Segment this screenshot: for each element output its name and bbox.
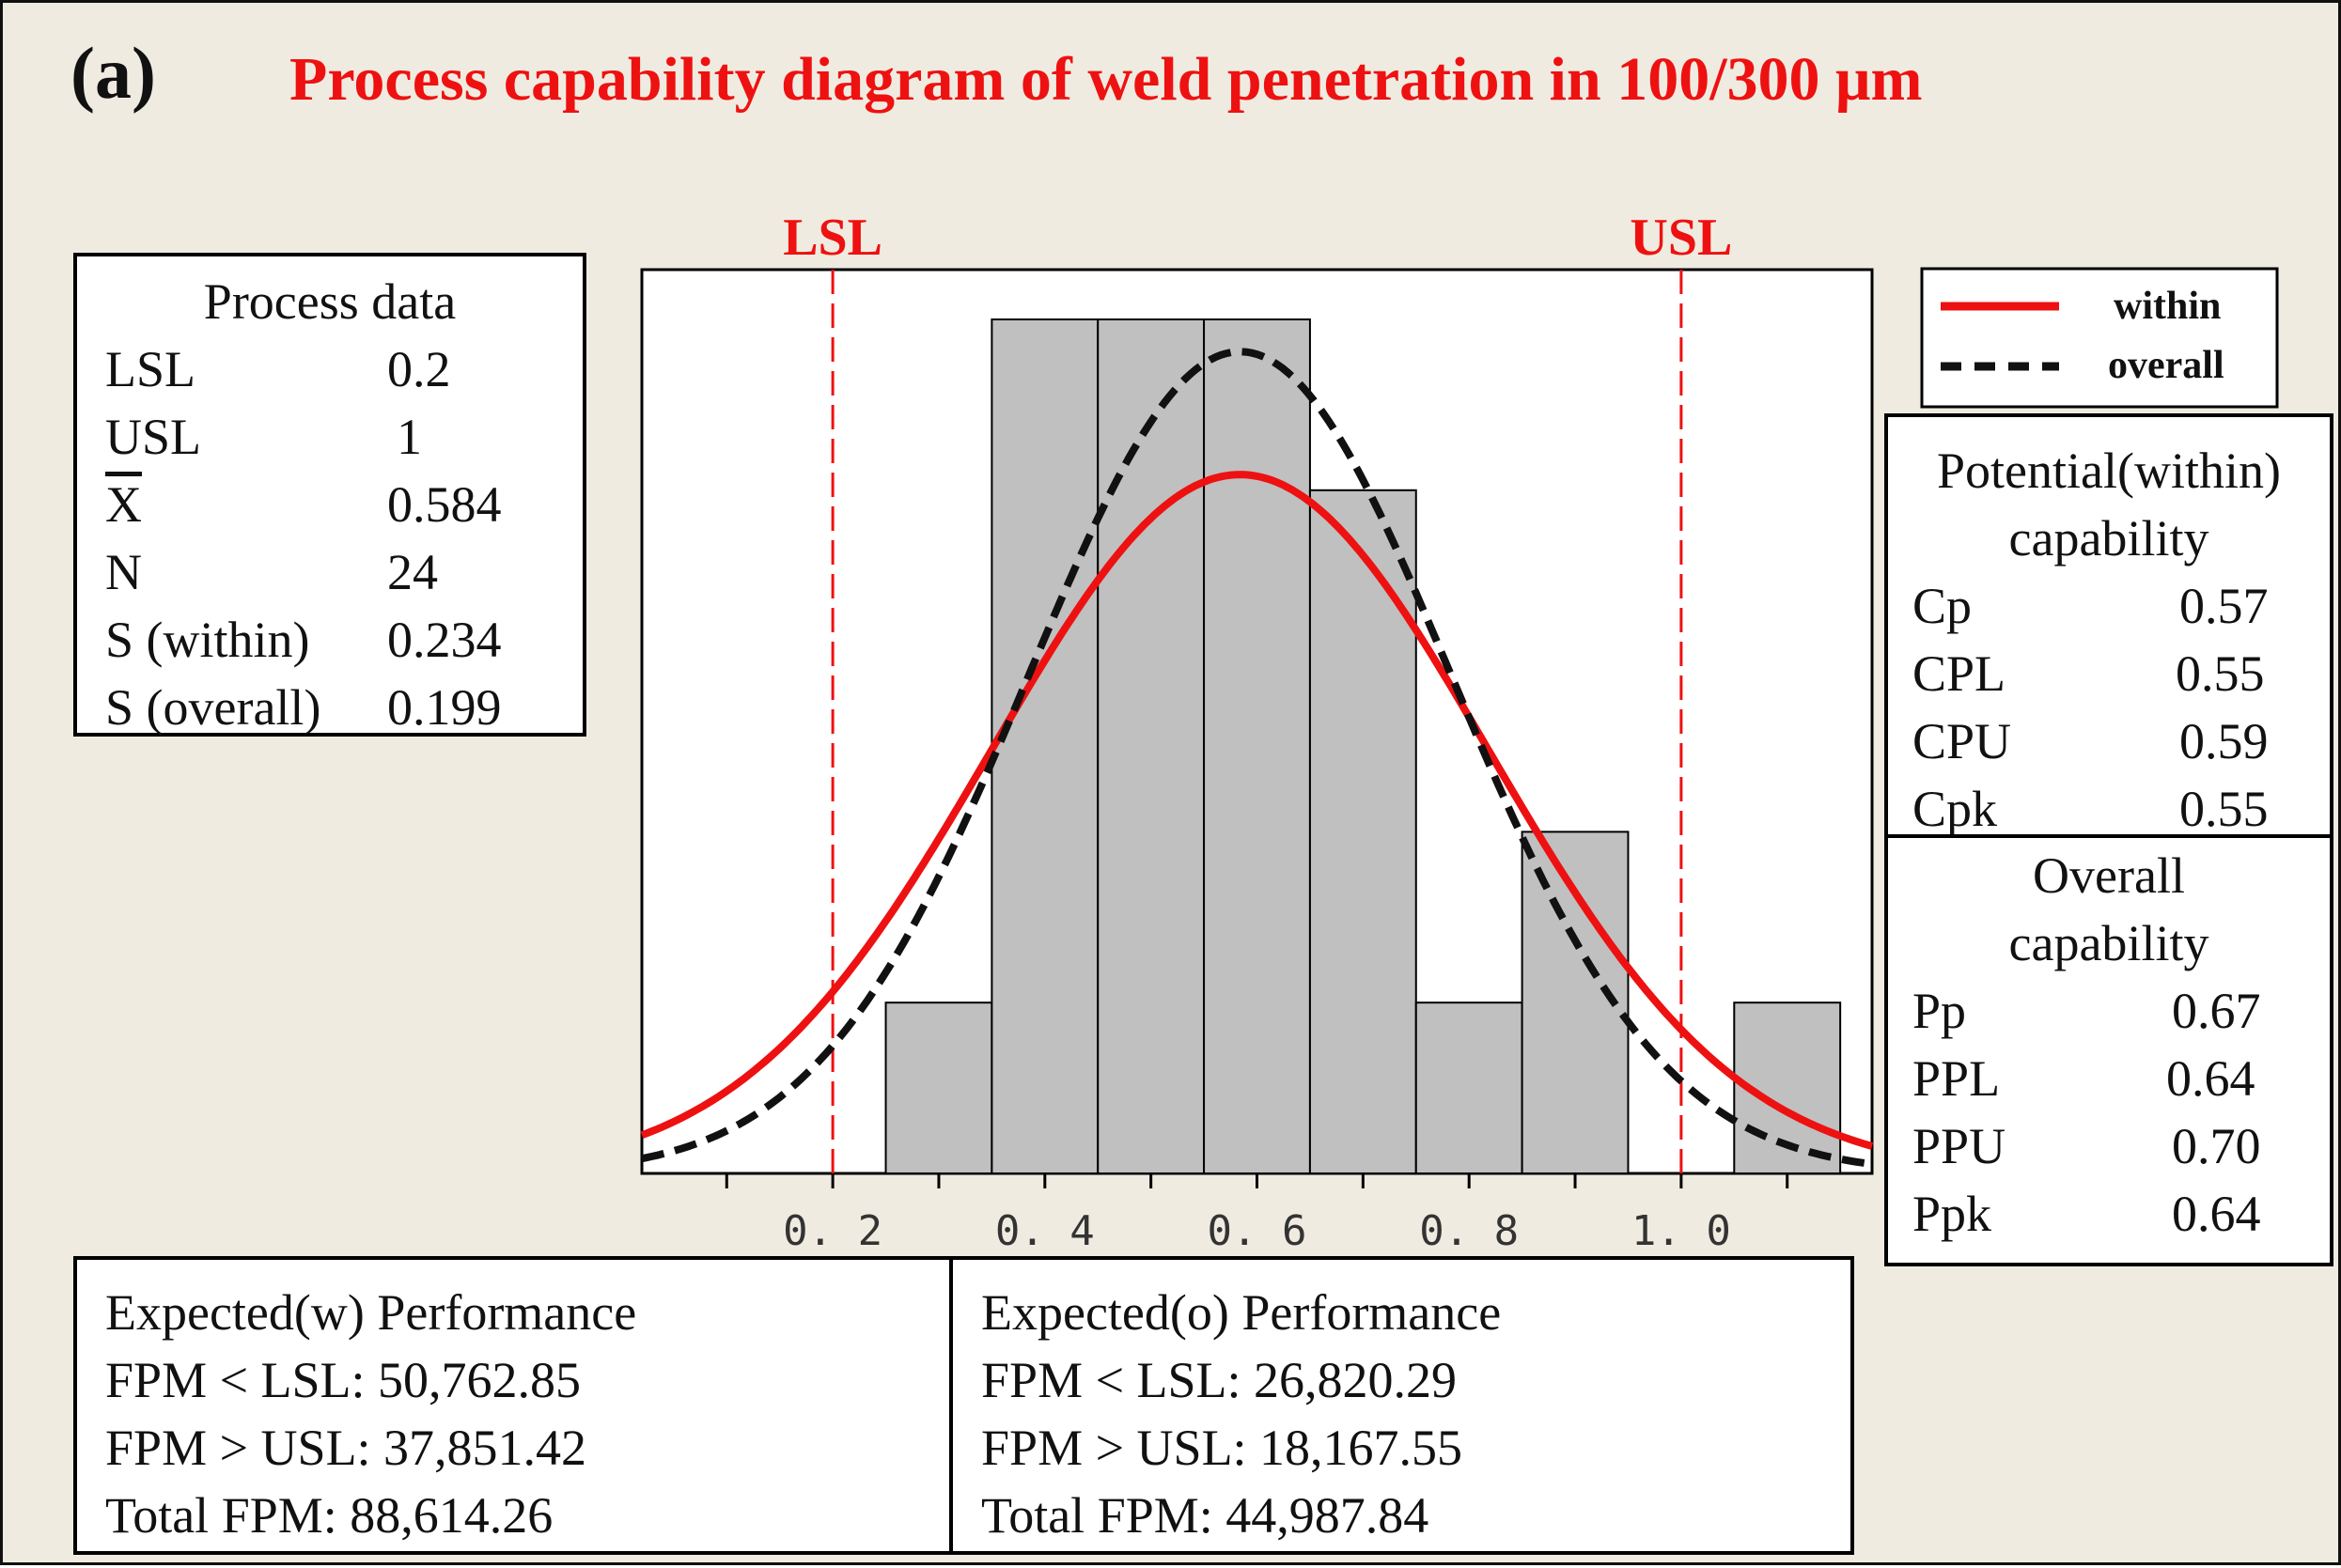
cap-value: 0.55 [2179,781,2269,837]
bars-layer [884,318,1842,1175]
overall-row-pp: Pp 0.67 [1888,977,2330,1045]
process-row-s-overall: S (overall) 0.199 [77,674,583,741]
cap-value: 0.57 [2179,578,2269,634]
overall-row-ppk: Ppk 0.64 [1888,1180,2330,1248]
process-data-title: Process data [203,273,457,330]
usl-label: USL [1630,209,1732,267]
process-key: USL [105,409,202,465]
cap-value: 0.55 [2176,645,2265,702]
process-key: N [105,544,142,600]
process-key: LSL [105,341,196,397]
process-row-lsl: LSL 0.2 [77,335,583,403]
potential-row-cpu: CPU 0.59 [1888,707,2330,775]
potential-title-line2: capability [2008,510,2209,567]
legend-within-label: within [2114,285,2221,328]
cap-key: PPU [1912,1118,2006,1174]
legend-overall-label: overall [2108,344,2224,387]
cap-value: 0.64 [2166,1050,2255,1107]
cap-key: Pp [1912,983,1967,1039]
histogram-bar-5 [1414,1001,1523,1174]
overall-row-ppl: PPL 0.64 [1888,1045,2330,1112]
expected-overall-lsl: FPM < LSL: 26,820.29 [981,1352,1458,1408]
overall-row-ppu: PPU 0.70 [1888,1112,2330,1180]
process-value: 24 [387,544,438,600]
x-tick-label: 0. 4 [995,1207,1095,1255]
process-value: 0.584 [387,476,502,533]
cap-value: 0.67 [2172,983,2261,1039]
expected-overall-usl: FPM > USL: 18,167.55 [981,1420,1463,1476]
x-tick-label: 0. 8 [1419,1207,1519,1255]
potential-title-line1: Potential(within) [1937,442,2281,499]
cap-value: 0.70 [2172,1118,2261,1174]
expected-overall-box: Expected(o) Performance FPM < LSL: 26,82… [949,1256,1854,1555]
process-row-usl: USL 1 [77,403,583,471]
expected-overall-total: Total FPM: 44,987.84 [981,1487,1429,1544]
process-key: S (within) [105,612,310,668]
expected-within-usl: FPM > USL: 37,851.42 [105,1420,587,1476]
process-key: S (overall) [105,679,321,736]
expected-within-lsl: FPM < LSL: 50,762.85 [105,1352,582,1408]
overall-title-line2: capability [2008,915,2209,971]
overall-title-line1: Overall [2033,847,2185,904]
expected-within-title: Expected(w) Performance [105,1284,637,1341]
histogram-bar-1 [991,318,1100,1174]
process-value: 0.2 [387,341,451,397]
histogram-bar-4 [1308,489,1417,1174]
overall-curve [641,348,1873,1169]
cap-key: PPL [1912,1050,2001,1107]
within-curve [640,471,1874,1150]
potential-row-cpl: CPL 0.55 [1888,640,2330,707]
histogram-bar-3 [1203,318,1311,1174]
lsl-label: LSL [783,209,882,267]
curve-layer [640,348,1874,1169]
cap-key: CPL [1912,645,2006,702]
expected-overall-title: Expected(o) Performance [981,1284,1502,1341]
process-row-mean: X 0.584 [77,471,583,538]
histogram-chart: 0. 2 0. 4 0. 6 0. 8 1. 0 LSL USL within overa… [640,209,2279,1255]
potential-capability-box: Potential(within) capability Cp 0.57 CPL… [1884,413,2333,838]
cap-key: Cpk [1912,781,1998,837]
overall-capability-box: Overall capability Pp 0.67 PPL 0.64 PPU … [1884,834,2333,1266]
process-value: 1 [397,409,422,465]
cap-value: 0.64 [2172,1186,2261,1242]
spec-layer: LSL USL [783,209,1732,1173]
chart-title: Process capability diagram of weld penet… [289,45,1923,114]
cap-value: 0.59 [2179,713,2269,769]
cap-key: CPU [1912,713,2012,769]
x-tick-label: 0. 2 [783,1207,882,1255]
process-row-s-within: S (within) 0.234 [77,606,583,674]
potential-row-cpk: Cpk 0.55 [1888,775,2330,843]
histogram-bar-2 [1097,318,1206,1174]
x-tick-label: 0. 6 [1208,1207,1307,1255]
expected-within-box: Expected(w) Performance FPM < LSL: 50,76… [73,1256,953,1555]
panel-label: (a) [70,32,156,114]
cap-key: Ppk [1912,1186,1992,1242]
process-value: 0.234 [387,612,502,668]
process-value: 0.199 [387,679,502,736]
cap-key: Cp [1912,578,1973,634]
legend-box [1920,267,2279,409]
expected-within-total: Total FPM: 88,614.26 [105,1487,554,1544]
x-tick-label: 1. 0 [1631,1207,1731,1255]
process-row-n: N 24 [77,538,583,606]
potential-row-cp: Cp 0.57 [1888,572,2330,640]
histogram-bar-0 [884,1001,993,1174]
ticks-layer: 0. 2 0. 4 0. 6 0. 8 1. 0 [725,1173,1789,1255]
process-data-box: Process data LSL 0.2 USL 1 X 0.584 N 24 … [73,253,586,737]
process-key: X [105,476,142,533]
legend: within overall [1920,267,2279,409]
